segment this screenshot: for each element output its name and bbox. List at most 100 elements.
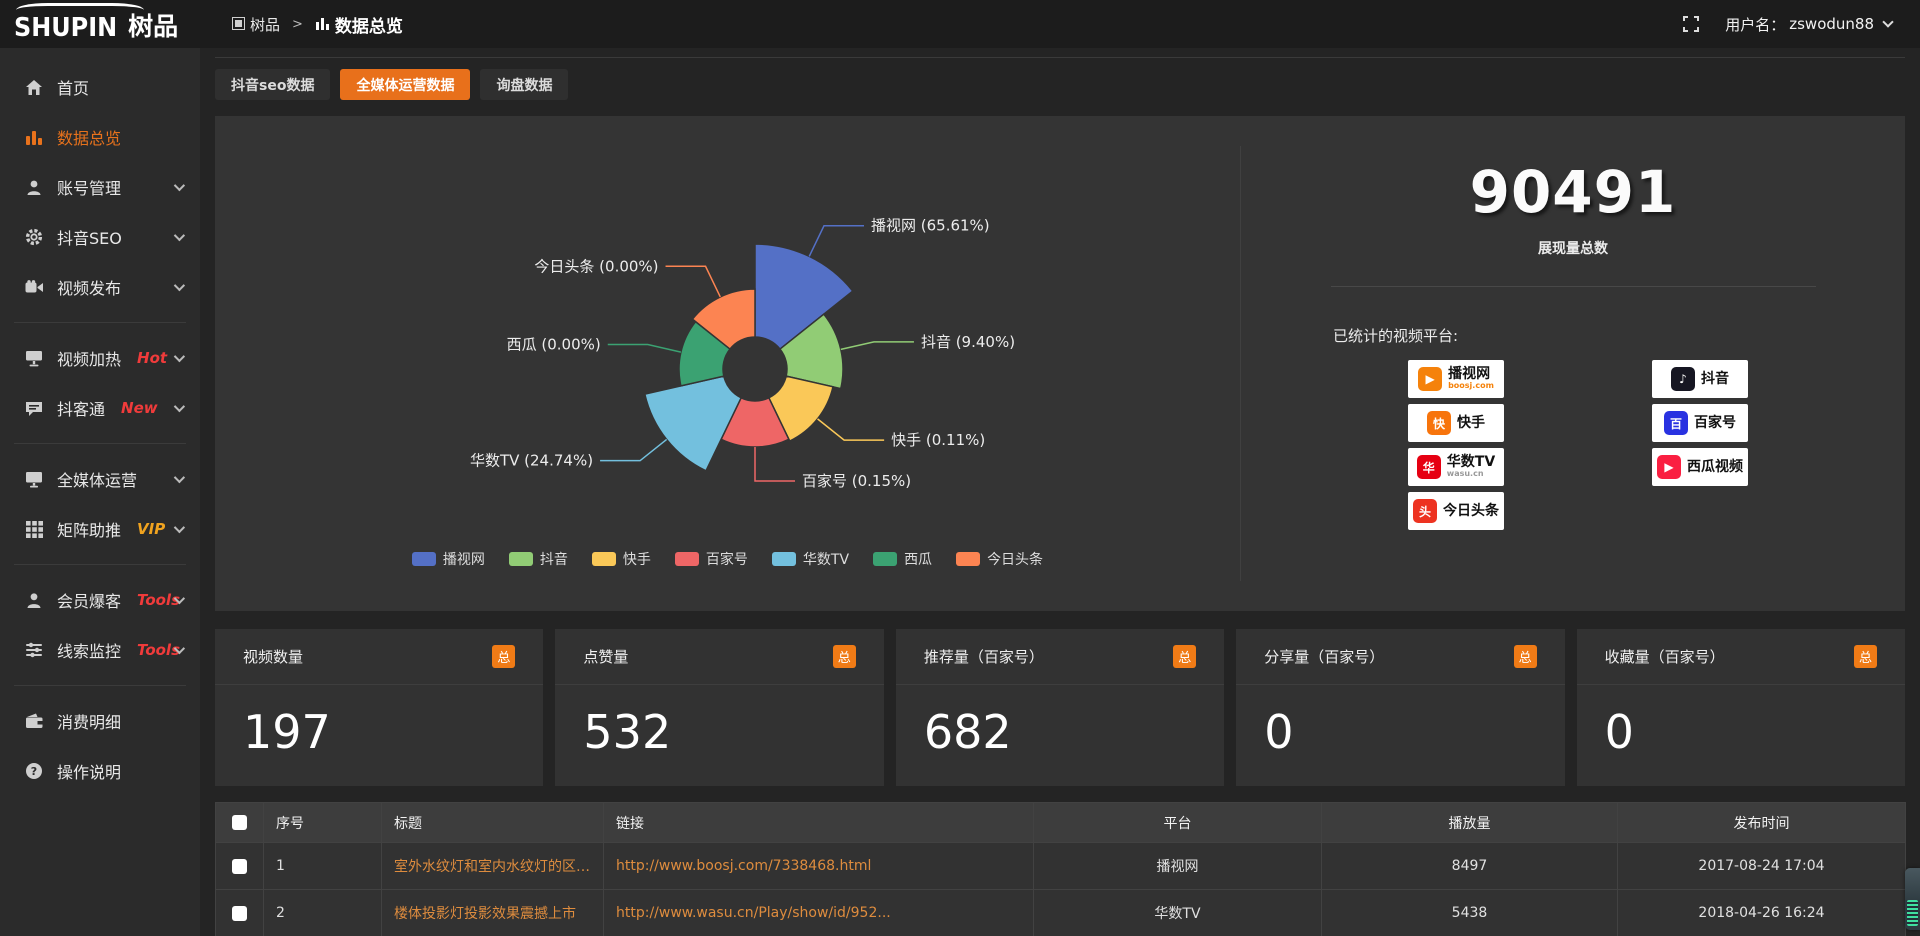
total-badge[interactable]: 总 [1513,645,1537,668]
douyin-icon: ♪ [1671,367,1695,391]
tab-1[interactable]: 全媒体运营数据 [340,69,471,100]
chevron-down-icon [1882,16,1894,28]
chevron-down-icon [173,179,186,192]
stat-cards-row: 视频数量总 197 点赞量总 532 推荐量（百家号）总 682 分享量（百家号）总 0 收藏量… [215,629,1906,786]
legend-item-华数TV[interactable]: 华数TV [771,549,849,569]
sidebar-item-4[interactable]: 视频发布 [0,262,200,312]
tab-0[interactable]: 抖音seo数据 [215,69,331,100]
legend-swatch [591,552,616,566]
total-badge[interactable]: 总 [1173,645,1197,668]
svg-text:?: ? [31,765,37,778]
legend-swatch [411,552,436,566]
legend-swatch [873,552,898,566]
select-all-checkbox[interactable] [232,815,247,830]
cell-index: 1 [263,842,382,890]
sidebar-item-0[interactable]: 首页 [0,62,200,112]
table-header-3: 平台 [1033,802,1322,843]
chevron-down-icon [173,400,186,413]
legend-item-播视网[interactable]: 播视网 [411,549,485,569]
user-menu[interactable]: 用户名： zswodun88 [1725,14,1894,35]
pie-slice-华数TV[interactable] [643,375,743,472]
sidebar-item-7[interactable]: 全媒体运营 [0,454,200,504]
sidebar-item-label: 账号管理 [57,179,122,198]
sidebar: 首页数据总览账号管理抖音SEO 视频发布视频加热 Hot 抖客通 New 全媒体运营 矩阵助… [0,48,200,936]
legend-label: 快手 [622,552,651,568]
table-header-5: 发布时间 [1617,802,1906,843]
total-badge[interactable]: 总 [492,645,516,668]
platforms-label: 已统计的视频平台: [1333,327,1459,345]
sidebar-item-10[interactable]: 线索监控 Tools [0,625,200,675]
total-badge[interactable]: 总 [832,645,856,668]
legend-item-快手[interactable]: 快手 [591,549,651,569]
pie-slice-快手[interactable] [767,375,834,443]
sidebar-item-label: 抖客通 [57,400,106,419]
row-checkbox[interactable] [232,905,247,921]
pie-chart[interactable]: 播视网 (65.61%) 抖音 (9.40%) 快手 (0.11%) 百家号 (0.1… [215,116,1240,536]
breadcrumb-label: 树品 [250,15,281,34]
legend-item-抖音[interactable]: 抖音 [508,549,568,569]
platform-subtext: wasu.cn [1446,469,1484,479]
table-header-2: 链接 [603,802,1034,843]
table-header-0: 序号 [263,802,382,843]
platform-name: 今日头条 [1443,502,1499,519]
cell-title[interactable]: 室外水纹灯和室内水纹灯的区别和简介 [381,842,604,890]
sidebar-item-1[interactable]: 数据总览 [0,112,200,162]
platform-name: 百家号 [1694,414,1736,431]
platform-subtext: boosj.com [1448,381,1494,391]
pie-slice-抖音[interactable] [778,313,844,390]
tab-2[interactable]: 询盘数据 [480,69,569,100]
sidebar-item-label: 视频发布 [57,279,122,298]
breadcrumb-label: 数据总览 [334,16,403,37]
total-badge[interactable]: 总 [1854,645,1878,668]
cell-index: 2 [263,889,382,936]
chevron-down-icon [173,350,186,363]
cell-link[interactable]: http://www.wasu.cn/Play/show/id/952... [603,889,1034,936]
legend-item-西瓜[interactable]: 西瓜 [873,549,932,569]
legend-item-百家号[interactable]: 百家号 [674,549,748,569]
pie-slice-西瓜[interactable] [678,320,732,387]
legend-item-今日头条[interactable]: 今日头条 [956,549,1043,569]
pie-slice-播视网[interactable] [754,243,854,351]
breadcrumb-current[interactable]: 数据总览 [315,12,403,37]
breadcrumb: 树品 > 数据总览 [232,12,403,37]
bar-chart-icon [315,15,330,34]
sidebar-item-2[interactable]: 账号管理 [0,162,200,212]
sidebar-item-6[interactable]: 抖客通 New [0,383,200,433]
sidebar-item-9[interactable]: 会员爆客 Tools [0,575,200,625]
pie-label: 今日头条 (0.00%) [534,257,658,275]
table-row-0: 1室外水纹灯和室内水纹灯的区别和简介http://www.boosj.com/7… [215,842,1906,890]
pie-slice-百家号[interactable] [720,396,790,448]
chart-panel: 播视网 (65.61%) 抖音 (9.40%) 快手 (0.11%) 百家号 (0.1… [215,116,1905,611]
chevron-down-icon [173,229,186,242]
stat-card-0: 视频数量 总 197 [215,629,544,786]
sidebar-item-label: 数据总览 [57,129,122,148]
sidebar-divider [14,322,186,323]
pie-slice-今日头条[interactable] [691,288,756,351]
sidebar-item-12[interactable]: ? 操作说明 [0,746,200,796]
stat-card-1: 点赞量 总 532 [555,629,884,786]
grid-icon [24,520,44,538]
scroll-widget[interactable] [1905,868,1920,930]
fullscreen-icon[interactable] [1683,16,1700,32]
sidebar-item-8[interactable]: 矩阵助推 VIP [0,504,200,554]
platform-badge-华数TV: 华华数TV wasu.cn [1408,448,1504,486]
video-icon [24,278,44,296]
stat-card-title: 分享量（百家号） [1264,648,1385,666]
cell-link[interactable]: http://www.boosj.com/7338468.html [603,842,1034,890]
legend-label: 西瓜 [904,552,933,568]
cell-title[interactable]: 楼体投影灯投影效果震撼上市 [381,889,604,936]
pie-label-line [754,447,795,482]
row-checkbox[interactable] [232,858,247,874]
platform-badge-今日头条: 头今日头条 [1408,492,1504,530]
stat-card-title: 视频数量 [243,648,304,666]
stat-card-value: 0 [1604,705,1634,759]
panel-vertical-divider [1240,146,1241,581]
sidebar-item-11[interactable]: 消费明细 [0,696,200,746]
chevron-down-icon [173,521,186,534]
sidebar-item-3[interactable]: 抖音SEO [0,212,200,262]
topbar-right: 用户名： zswodun88 [1683,14,1920,35]
platform-name: 抖音 [1701,370,1729,387]
sidebar-item-5[interactable]: 视频加热 Hot [0,333,200,383]
breadcrumb-home[interactable]: 树品 [232,14,280,35]
